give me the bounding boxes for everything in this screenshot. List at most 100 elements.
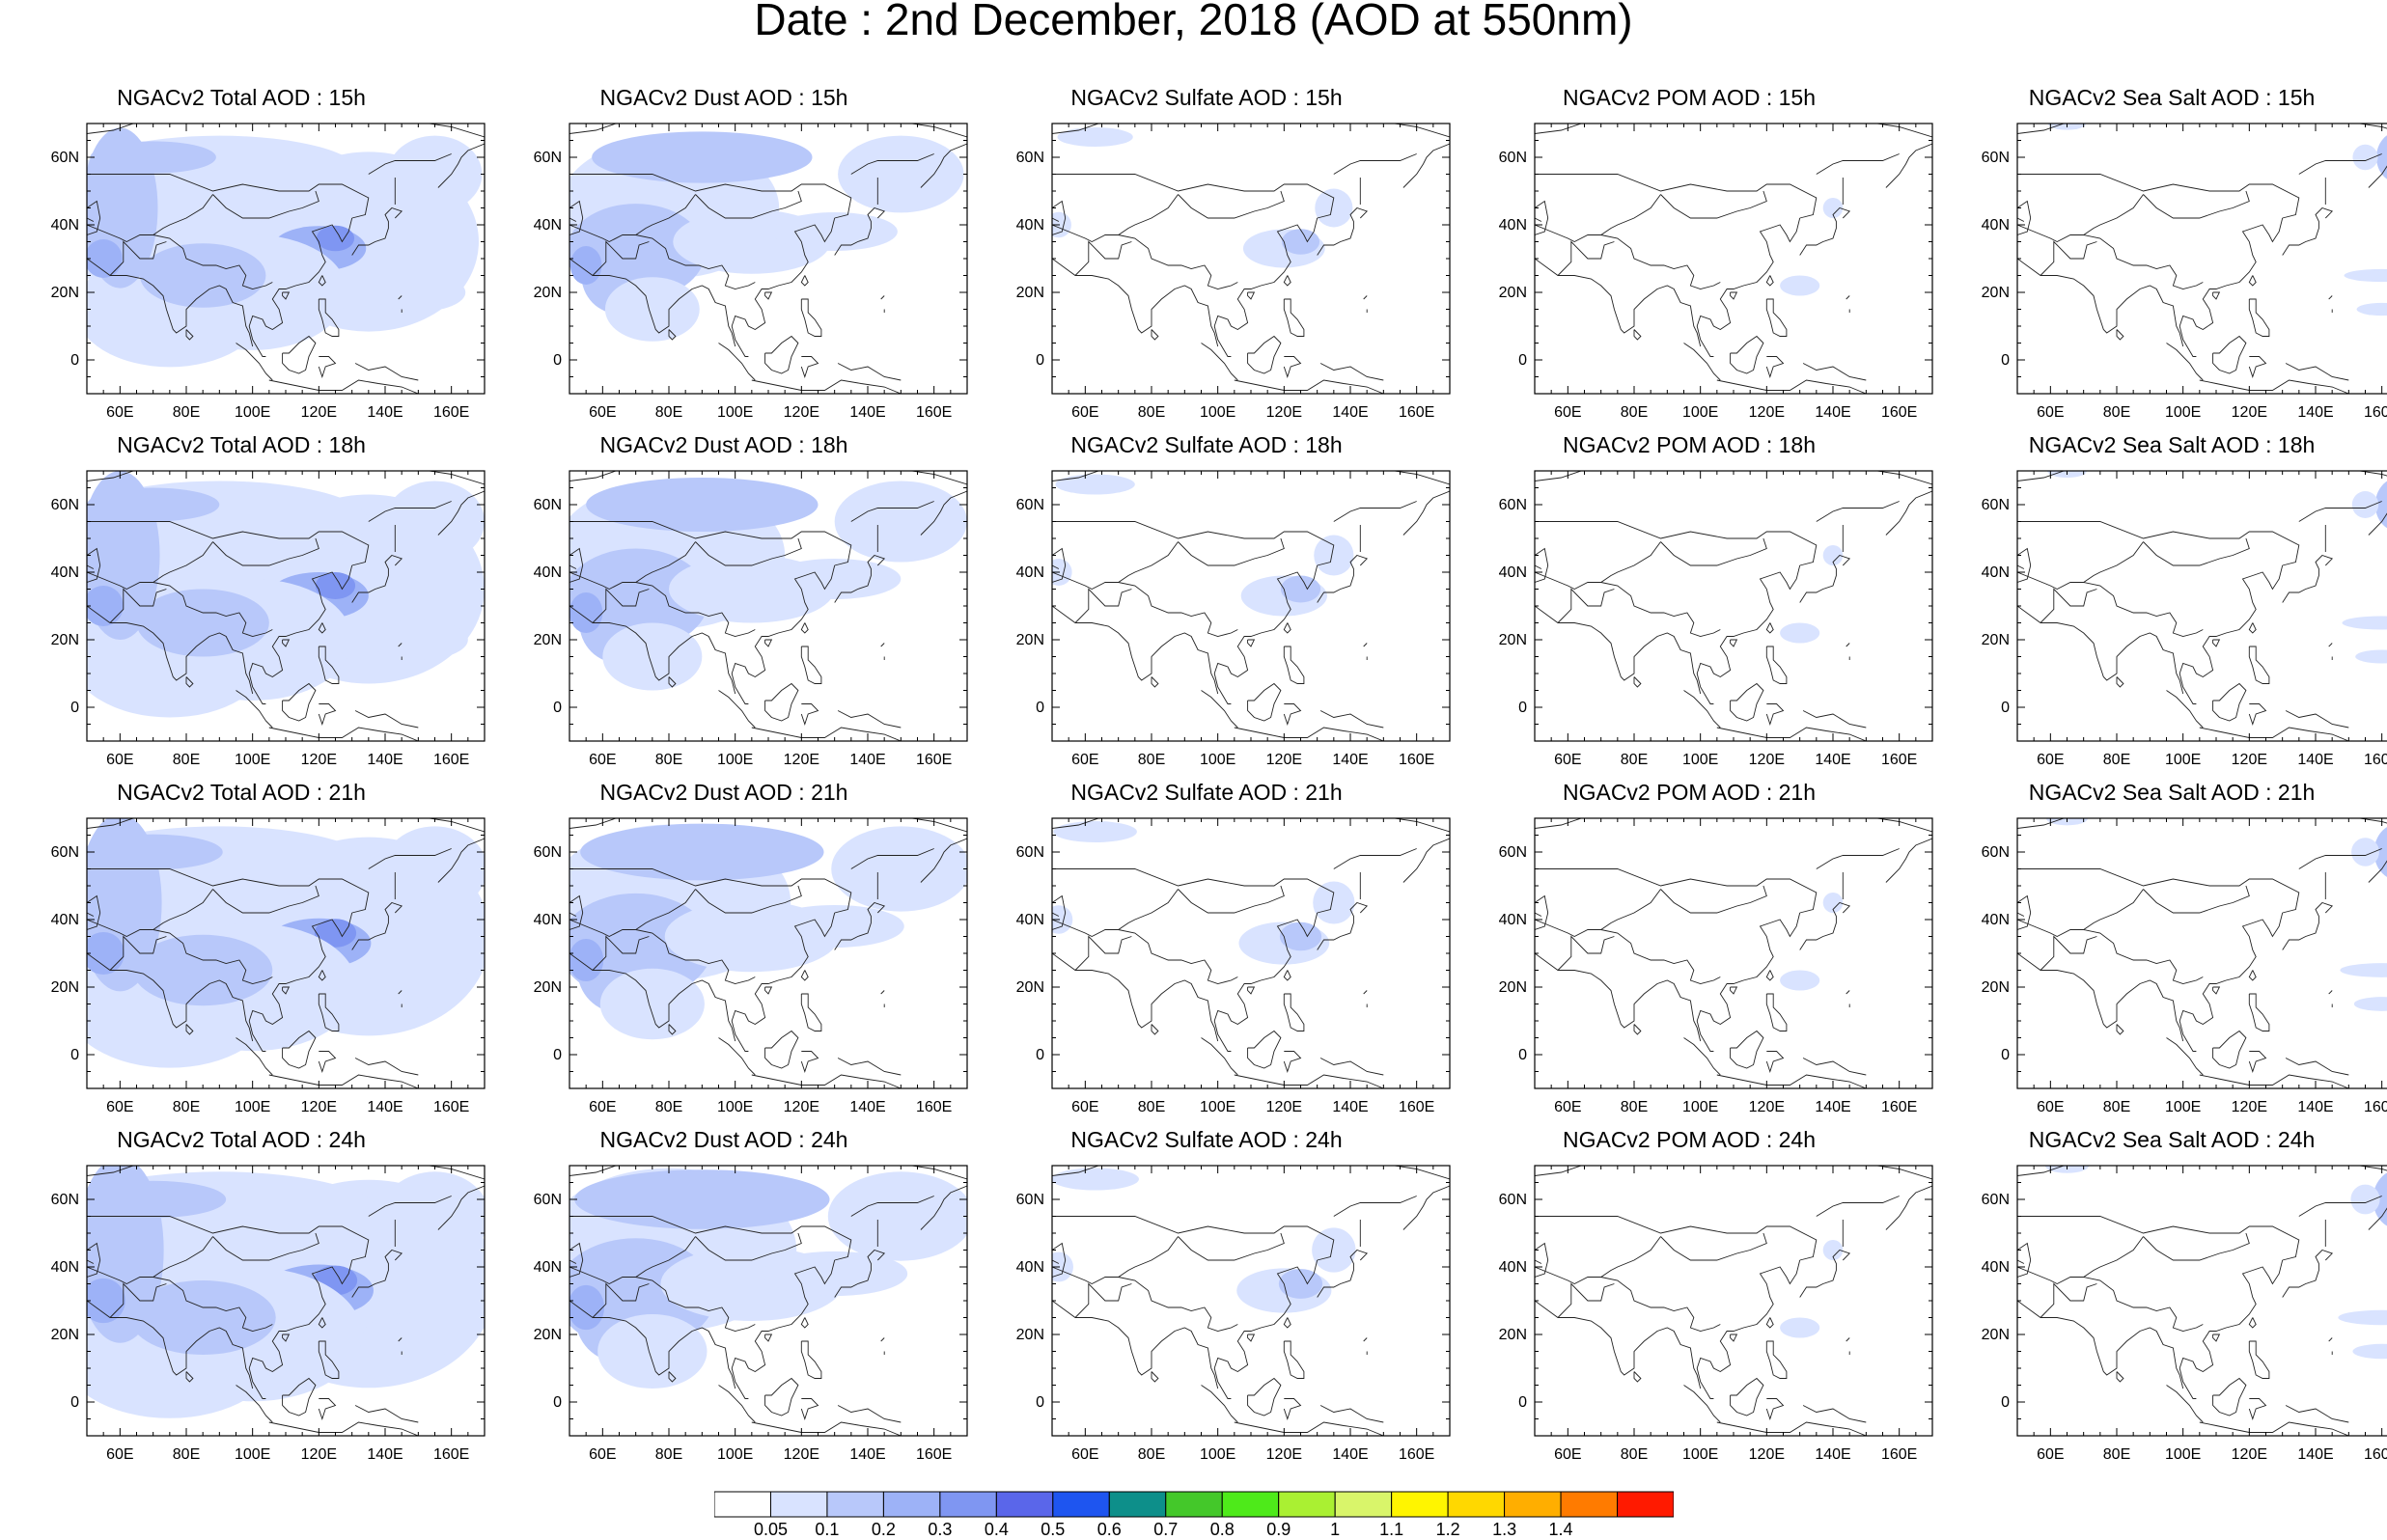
coastline — [1213, 564, 1318, 704]
lat-tick-label: 0 — [1036, 700, 1044, 716]
coastline — [1178, 190, 1285, 219]
coastline — [1052, 1236, 1179, 1285]
aod-region — [316, 225, 355, 252]
coastlines — [2017, 124, 2387, 394]
map-plot: 60E 80E 100E 120E 140E 160E 60N 40N 20N 0 — [1982, 470, 2387, 768]
lon-tick-label: 140E — [2297, 1099, 2333, 1115]
panel-title: NGACv2 Dust AOD : 24h — [599, 1127, 848, 1152]
coastline — [731, 1259, 836, 1399]
coastline — [1765, 622, 1774, 634]
coastline — [2017, 1300, 2184, 1389]
colorbar-label: 1 — [1330, 1520, 1340, 1539]
coastline — [236, 1385, 273, 1423]
coastline — [1730, 639, 1738, 647]
coastline — [800, 1340, 822, 1379]
coastline — [1716, 727, 1867, 741]
coastlines — [1535, 818, 1932, 1088]
coastline — [2143, 885, 2250, 914]
lon-tick-label: 80E — [1138, 1099, 1165, 1115]
coastline — [437, 1185, 485, 1230]
lat-tick-label: 20N — [1982, 285, 2010, 301]
coastline — [837, 710, 902, 729]
coastline — [695, 885, 802, 914]
coastline — [1213, 912, 1318, 1052]
map-plot: 60E 80E 100E 120E 140E 160E 60N 40N 20N 0 — [51, 817, 486, 1115]
coastline — [1557, 588, 1615, 623]
coastline — [1052, 889, 1179, 938]
coastline — [2285, 710, 2349, 729]
coastline — [2166, 690, 2204, 729]
coastline — [1557, 1282, 1615, 1318]
coastline — [569, 1242, 584, 1278]
coastline — [1765, 298, 1788, 337]
coastline — [2143, 1232, 2250, 1261]
coastline — [318, 1317, 326, 1329]
lon-tick-label: 100E — [235, 1099, 270, 1115]
coastline — [1052, 194, 1179, 243]
coastline — [1683, 1385, 1721, 1423]
aod-region — [87, 834, 223, 870]
aod-region — [2355, 649, 2387, 664]
coastline — [282, 682, 317, 722]
coastline — [185, 329, 194, 341]
coastline — [2282, 901, 2334, 950]
map-panel-sulfate-21h: NGACv2 Sulfate AOD : 21h 60E 80E 100E 120E 14… — [1004, 780, 1451, 1115]
aod-region — [580, 823, 824, 881]
coastlines — [1052, 818, 1450, 1088]
coastline — [1052, 868, 1335, 914]
lat-tick-label: 40N — [1499, 912, 1527, 928]
lon-tick-label: 100E — [2165, 404, 2201, 421]
coastline — [351, 901, 403, 950]
aod-region — [592, 131, 813, 183]
coastline — [282, 1030, 317, 1069]
coastline — [1052, 1216, 1335, 1261]
lon-tick-label: 120E — [2232, 1099, 2267, 1115]
coastline — [569, 912, 577, 917]
lon-tick-label: 80E — [1138, 752, 1165, 768]
lon-tick-label: 80E — [173, 404, 200, 421]
coastline — [87, 952, 254, 1042]
colorbar-swatch — [1617, 1491, 1674, 1518]
coastline — [569, 194, 696, 243]
aod-field — [1052, 474, 1354, 617]
lon-tick-label: 120E — [784, 1099, 819, 1115]
lon-tick-label: 80E — [655, 1099, 682, 1115]
lon-tick-label: 120E — [1749, 752, 1785, 768]
coastline — [268, 1421, 419, 1436]
lon-tick-label: 120E — [301, 1446, 337, 1463]
coastline — [718, 343, 756, 381]
coastline — [920, 1185, 967, 1230]
coastline — [2017, 868, 2300, 914]
coastline — [1846, 295, 1850, 300]
coastline — [668, 329, 677, 341]
coastline — [1052, 1259, 1060, 1264]
coastline — [751, 727, 902, 741]
coastline — [1052, 521, 1335, 566]
lat-tick-label: 60N — [1982, 1192, 2010, 1208]
coastline — [212, 537, 319, 566]
aod-region — [597, 1314, 708, 1389]
lon-tick-label: 60E — [1071, 1446, 1098, 1463]
lat-tick-label: 60N — [1016, 1192, 1044, 1208]
coastlines — [1052, 124, 1450, 394]
aod-field — [569, 1168, 967, 1389]
lon-tick-label: 140E — [367, 752, 402, 768]
coastline — [1535, 547, 1549, 583]
coastline — [1402, 838, 1450, 883]
coastline — [1765, 1051, 1785, 1073]
lon-tick-label: 60E — [2037, 1099, 2064, 1115]
aod-region — [569, 592, 603, 633]
map-plot: 60E 80E 100E 120E 140E 160E 60N 40N 20N 0 — [51, 1165, 486, 1463]
lat-tick-label: 60N — [534, 150, 562, 166]
coastline — [2285, 363, 2349, 381]
coastline — [318, 356, 337, 378]
coastline — [87, 1300, 254, 1389]
coastline — [1535, 194, 1661, 243]
lon-tick-label: 100E — [1682, 1099, 1718, 1115]
lon-tick-label: 60E — [1554, 404, 1581, 421]
lat-tick-label: 40N — [534, 217, 562, 234]
lon-tick-label: 160E — [916, 404, 952, 421]
lat-tick-label: 20N — [51, 632, 79, 648]
lat-tick-label: 60N — [534, 497, 562, 513]
coastline — [1535, 217, 1542, 222]
